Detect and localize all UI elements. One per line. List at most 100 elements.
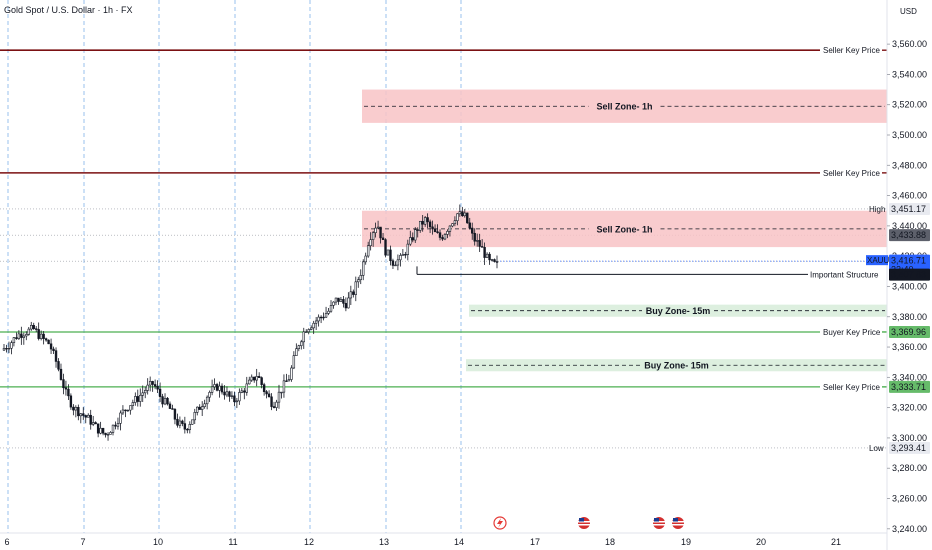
bullish-candle[interactable] xyxy=(446,231,449,235)
bearish-candle[interactable] xyxy=(94,422,97,425)
bullish-candle[interactable] xyxy=(369,239,372,247)
bullish-candle[interactable] xyxy=(371,232,375,240)
bearish-candle[interactable] xyxy=(478,240,481,247)
bearish-candle[interactable] xyxy=(158,388,162,397)
bullish-candle[interactable] xyxy=(312,322,315,329)
bearish-candle[interactable] xyxy=(381,237,385,240)
bullish-candle[interactable] xyxy=(109,432,112,435)
bearish-candle[interactable] xyxy=(20,333,23,338)
bullish-candle[interactable] xyxy=(394,264,397,267)
bullish-candle[interactable] xyxy=(121,409,125,414)
bearish-candle[interactable] xyxy=(89,414,92,425)
bullish-candle[interactable] xyxy=(280,391,283,394)
bullish-candle[interactable] xyxy=(463,212,466,217)
bullish-candle[interactable] xyxy=(277,391,281,403)
bearish-candle[interactable] xyxy=(426,217,429,223)
bearish-candle[interactable] xyxy=(260,377,263,385)
bearish-candle[interactable] xyxy=(337,297,340,302)
bullish-candle[interactable] xyxy=(448,225,452,232)
bearish-candle[interactable] xyxy=(384,239,387,256)
bearish-candle[interactable] xyxy=(186,428,189,431)
bullish-candle[interactable] xyxy=(139,394,142,402)
bullish-candle[interactable] xyxy=(248,379,251,385)
time-axis[interactable]: 6 7 10 11 12 13 14 17 18 19 20 21 xyxy=(4,537,841,547)
bearish-candle[interactable] xyxy=(104,432,107,436)
bearish-candle[interactable] xyxy=(173,409,177,420)
bullish-candle[interactable] xyxy=(339,299,343,302)
bearish-candle[interactable] xyxy=(436,231,439,234)
bullish-candle[interactable] xyxy=(148,381,152,386)
bullish-candle[interactable] xyxy=(2,347,6,351)
bearish-candle[interactable] xyxy=(151,381,154,385)
lightning-event-icon[interactable] xyxy=(493,516,507,530)
bullish-candle[interactable] xyxy=(297,345,301,350)
bullish-candle[interactable] xyxy=(91,422,95,425)
bearish-candle[interactable] xyxy=(136,396,139,402)
bearish-candle[interactable] xyxy=(495,261,499,263)
bullish-candle[interactable] xyxy=(163,397,167,405)
bullish-candle[interactable] xyxy=(188,424,192,430)
bearish-candle[interactable] xyxy=(168,403,172,409)
bearish-candle[interactable] xyxy=(257,376,261,378)
bullish-candle[interactable] xyxy=(364,255,367,263)
us-flag-event-icon[interactable] xyxy=(578,517,590,529)
bullish-candle[interactable] xyxy=(74,406,78,411)
bearish-candle[interactable] xyxy=(233,395,236,403)
bearish-candle[interactable] xyxy=(124,409,127,412)
bearish-candle[interactable] xyxy=(466,212,469,224)
bearish-candle[interactable] xyxy=(35,328,38,330)
bearish-candle[interactable] xyxy=(215,384,219,391)
bullish-candle[interactable] xyxy=(354,281,357,295)
bearish-candle[interactable] xyxy=(183,423,187,430)
bullish-candle[interactable] xyxy=(238,392,241,402)
event-icons[interactable] xyxy=(493,516,684,530)
bearish-candle[interactable] xyxy=(404,254,407,256)
bullish-candle[interactable] xyxy=(200,406,204,410)
bullish-candle[interactable] xyxy=(235,400,239,403)
bullish-candle[interactable] xyxy=(79,413,82,417)
bearish-candle[interactable] xyxy=(69,395,73,408)
bearish-candle[interactable] xyxy=(198,406,201,410)
bullish-candle[interactable] xyxy=(453,220,457,225)
bullish-candle[interactable] xyxy=(475,240,479,242)
bullish-candle[interactable] xyxy=(203,403,206,407)
bearish-candle[interactable] xyxy=(161,396,164,405)
bearish-candle[interactable] xyxy=(379,226,382,239)
bullish-candle[interactable] xyxy=(119,412,122,424)
bearish-candle[interactable] xyxy=(421,220,424,225)
bearish-candle[interactable] xyxy=(411,237,414,241)
bearish-candle[interactable] xyxy=(223,391,226,396)
bullish-candle[interactable] xyxy=(126,409,130,412)
bearish-candle[interactable] xyxy=(285,380,288,382)
bullish-candle[interactable] xyxy=(334,297,338,303)
bullish-candle[interactable] xyxy=(443,234,447,240)
bullish-candle[interactable] xyxy=(307,329,310,333)
bullish-candle[interactable] xyxy=(17,333,21,339)
bearish-candle[interactable] xyxy=(267,393,271,398)
bearish-candle[interactable] xyxy=(5,347,8,350)
bullish-candle[interactable] xyxy=(309,327,313,330)
bullish-candle[interactable] xyxy=(282,380,286,393)
bullish-candle[interactable] xyxy=(290,367,293,380)
bullish-candle[interactable] xyxy=(376,226,380,229)
bearish-candle[interactable] xyxy=(42,333,45,339)
bearish-candle[interactable] xyxy=(433,228,437,233)
bullish-candle[interactable] xyxy=(357,279,360,283)
bullish-candle[interactable] xyxy=(275,401,278,408)
bullish-candle[interactable] xyxy=(230,395,234,397)
bullish-candle[interactable] xyxy=(456,213,459,222)
bearish-candle[interactable] xyxy=(52,348,55,351)
candles-layer[interactable] xyxy=(2,204,499,441)
bullish-candle[interactable] xyxy=(210,386,214,393)
bullish-candle[interactable] xyxy=(213,384,216,388)
bearish-candle[interactable] xyxy=(32,325,35,330)
bullish-candle[interactable] xyxy=(208,392,211,398)
bearish-candle[interactable] xyxy=(483,247,486,258)
bearish-candle[interactable] xyxy=(352,291,355,295)
bullish-candle[interactable] xyxy=(302,331,305,343)
bearish-candle[interactable] xyxy=(488,253,491,261)
bullish-candle[interactable] xyxy=(250,376,253,381)
bullish-candle[interactable] xyxy=(191,419,194,425)
bearish-candle[interactable] xyxy=(101,427,105,434)
bullish-candle[interactable] xyxy=(196,406,199,413)
